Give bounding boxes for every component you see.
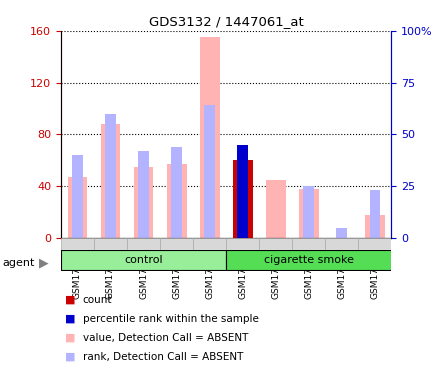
Bar <box>127 238 160 250</box>
Bar <box>302 186 314 238</box>
Bar <box>160 238 193 250</box>
Bar <box>61 250 226 270</box>
Text: agent: agent <box>2 258 34 268</box>
Bar <box>133 167 153 238</box>
Text: count: count <box>82 295 112 305</box>
Bar <box>298 189 318 238</box>
Title: GDS3132 / 1447061_at: GDS3132 / 1447061_at <box>148 15 303 28</box>
Text: ■: ■ <box>65 314 76 324</box>
Bar <box>94 238 127 250</box>
Bar <box>325 238 358 250</box>
Bar <box>171 147 182 238</box>
Bar <box>226 238 259 250</box>
Bar <box>265 180 285 238</box>
Text: ■: ■ <box>65 333 76 343</box>
Bar <box>67 177 87 238</box>
Bar <box>199 37 219 238</box>
Text: percentile rank within the sample: percentile rank within the sample <box>82 314 258 324</box>
Bar <box>335 228 347 238</box>
Text: ■: ■ <box>65 352 76 362</box>
Bar <box>105 114 116 238</box>
Text: control: control <box>124 255 162 265</box>
Text: value, Detection Call = ABSENT: value, Detection Call = ABSENT <box>82 333 247 343</box>
Bar <box>138 151 149 238</box>
Bar <box>204 105 215 238</box>
Bar <box>259 238 292 250</box>
Text: rank, Detection Call = ABSENT: rank, Detection Call = ABSENT <box>82 352 243 362</box>
Bar <box>292 238 325 250</box>
Bar <box>166 164 186 238</box>
Text: ■: ■ <box>65 295 76 305</box>
Bar <box>232 161 252 238</box>
Bar <box>226 250 391 270</box>
Bar <box>358 238 391 250</box>
Bar <box>100 124 120 238</box>
Bar <box>61 238 94 250</box>
Text: ▶: ▶ <box>39 257 49 270</box>
Bar <box>364 215 384 238</box>
Bar <box>237 145 248 238</box>
Bar <box>368 190 380 238</box>
Text: cigarette smoke: cigarette smoke <box>263 255 353 265</box>
Bar <box>72 155 83 238</box>
Bar <box>193 238 226 250</box>
